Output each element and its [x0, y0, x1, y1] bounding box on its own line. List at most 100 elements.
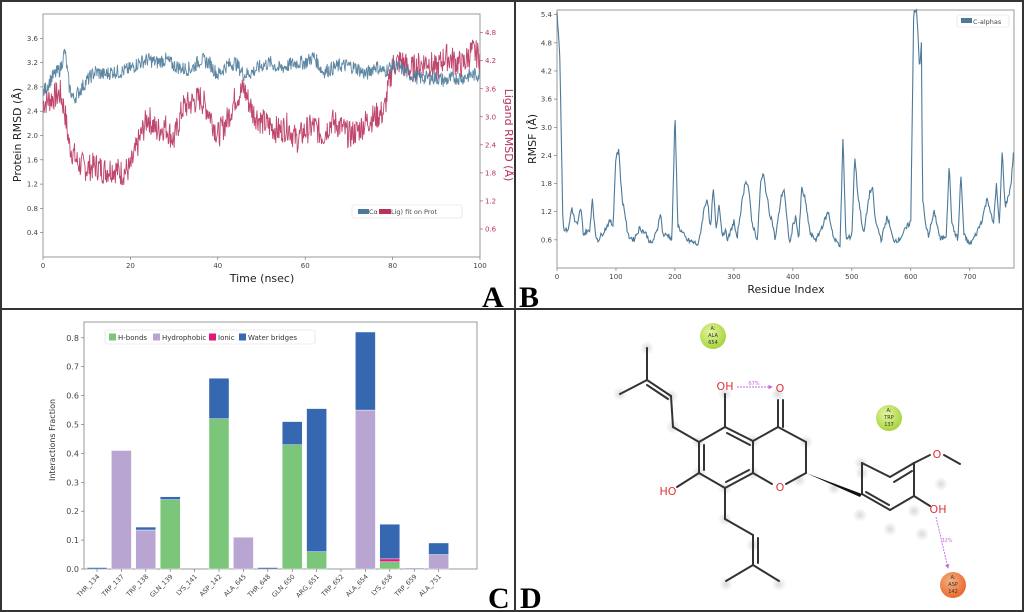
y-axis-label: Interactions Fraction: [48, 399, 57, 481]
residue-chain: A:: [886, 408, 891, 414]
bar-water-bridges-trp_659: [404, 567, 425, 570]
x-axis-label: Time (nsec): [229, 272, 295, 285]
y-tick-label: 4.8: [541, 39, 552, 47]
panel-label-b: B: [519, 281, 540, 310]
y-tick-label: 0.7: [66, 363, 79, 372]
bar-water-bridges-thr_134: [86, 567, 108, 570]
y2-tick-label: 4.2: [485, 57, 496, 65]
residue-name: ALA: [708, 333, 718, 339]
bar-hydrophobic-ala_645: [233, 537, 254, 570]
y-tick-label: 3.0: [541, 124, 552, 132]
x-tick-label: TRP_138: [124, 573, 150, 599]
bar-hydrophobic-trp_137: [111, 450, 132, 570]
bar-h-bonds-gln_650: [282, 444, 303, 570]
x-tick-label: 100: [609, 273, 622, 281]
panel-a-rmsd: 0 20 40 60 80 100 0.4 0.8 1.2 1.6 2.0 2.4 2.8 3.2 3.6…: [0, 0, 516, 310]
y-axis-label: RMSF (Å): [526, 114, 539, 164]
wedge-bond: [806, 473, 862, 497]
bar-water-bridges-arg_651: [306, 408, 327, 552]
x-tick-label: 500: [845, 273, 858, 281]
legend-swatch: [209, 333, 216, 341]
y-tick-label: 1.6: [27, 156, 39, 164]
y-tick-label: 2.4: [27, 108, 39, 116]
y-axis-label: Protein RMSD (Å): [11, 88, 24, 182]
residue-name: ASP: [948, 582, 958, 588]
residue-bubble: [876, 405, 902, 431]
plot-area: [556, 9, 1015, 269]
rmsd-chart: 0 20 40 60 80 100 0.4 0.8 1.2 1.6 2.0 2.4 2.8 3.2 3.6…: [11, 13, 515, 285]
interactions-chart: 0.00.10.20.30.40.50.60.70.8 THR_134TRP_1…: [48, 321, 478, 600]
atom-labels: OH O HO O O OH: [660, 380, 947, 516]
bar-hydrophobic-trp_138: [135, 529, 157, 570]
panel-label-c: C: [488, 582, 510, 612]
legend-swatch-ligand: [379, 209, 391, 214]
x-tick-label: 300: [727, 273, 740, 281]
y-tick-label: 4.2: [541, 67, 552, 75]
y-tick-label: 2.8: [27, 83, 38, 91]
legend-label-ligand: Lig) fit on Prot: [391, 208, 437, 216]
bar-water-bridges-asp_142: [208, 378, 230, 419]
legend: Cα Lig) fit on Prot: [351, 204, 463, 219]
panel-label-d: D: [520, 582, 542, 612]
y-tick-label: 3.2: [27, 59, 38, 67]
x-tick-label: 600: [904, 273, 917, 281]
legend-label: H-bonds: [118, 334, 147, 342]
legend-swatch: [153, 333, 160, 341]
bar-h-bonds-lys_658: [379, 561, 400, 570]
y-tick-label: 0.4: [66, 449, 79, 458]
plot-area: [42, 13, 481, 258]
panel-b-rmsf: 0 100 200 300 400 500 600 700 0.6 1.2 1.8 2.4 3.0 3.…: [514, 0, 1024, 310]
panel-d-ligand-diagram: OH O HO O O OH 67% 32% A: ALA 654 A: TRP…: [514, 308, 1024, 612]
y-tick-label: 0.0: [66, 565, 79, 574]
y-tick-label: 0.6: [66, 392, 79, 401]
residue-number: 142: [948, 589, 958, 595]
protein-rmsd-line: [42, 48, 481, 104]
legend-label-calphas: C-alphas: [973, 18, 1002, 26]
residue-name: TRP: [883, 415, 894, 421]
y2-tick-label: 1.8: [485, 169, 496, 177]
legend-label: Water bridges: [248, 334, 297, 342]
x-tick-label: LYS_658: [370, 573, 394, 597]
y-tick-label: 5.4: [541, 11, 553, 19]
hbond-percent-2: 32%: [941, 538, 952, 544]
x-tick-label: TRP_652: [319, 573, 345, 599]
residue-trp-137: A: TRP 137: [876, 405, 902, 431]
x-tick-label: THR_648: [245, 573, 272, 600]
y-tick-label: 1.2: [541, 208, 552, 216]
y-tick-label: 2.4: [541, 152, 553, 160]
x-tick-label: 200: [668, 273, 681, 281]
x-tick-label: 60: [301, 262, 310, 270]
x-tick-label: ALA_751: [417, 573, 443, 599]
atom-ho-left: HO: [660, 485, 677, 498]
y-tick-label: 0.5: [66, 421, 79, 430]
legend-swatch-calphas: [961, 18, 972, 23]
y-tick-label: 2.0: [27, 132, 38, 140]
x-tick-label: 80: [388, 262, 397, 270]
y2-tick-label: 0.6: [485, 225, 497, 233]
y-tick-label: 0.8: [27, 205, 38, 213]
y2-tick-label: 2.4: [485, 141, 497, 149]
x-tick-label: TRP_659: [392, 573, 418, 599]
bar-water-bridges-gln_650: [282, 421, 303, 445]
x-tick-label: 40: [213, 262, 222, 270]
atom-o-methoxy: O: [933, 448, 942, 461]
residue-number: 137: [884, 422, 894, 428]
y2-axis-label: Ligand RMSD (Å): [502, 89, 515, 182]
legend-label: Hydrophobic: [162, 334, 206, 342]
residue-chain: A:: [950, 575, 955, 581]
hbond-interaction-2: 32%: [935, 516, 953, 569]
x-tick-label: 400: [786, 273, 799, 281]
x-tick-label: 700: [963, 273, 976, 281]
y-tick-label: 1.8: [541, 180, 552, 188]
y2-tick-label: 1.2: [485, 197, 496, 205]
bar-h-bonds-arg_651: [306, 551, 327, 570]
x-tick-label: ALA_654: [344, 573, 370, 599]
ligand-rmsd-line: [42, 39, 481, 186]
bar-water-bridges-trp_138: [135, 526, 157, 531]
bar-water-bridges-lys_658: [379, 524, 400, 560]
x-tick-label: THR_134: [75, 573, 102, 600]
legend-swatch: [239, 333, 246, 341]
atom-oh-right: OH: [930, 503, 947, 516]
residue-bubble: [940, 572, 966, 598]
y-tick-label: 0.6: [541, 236, 553, 244]
